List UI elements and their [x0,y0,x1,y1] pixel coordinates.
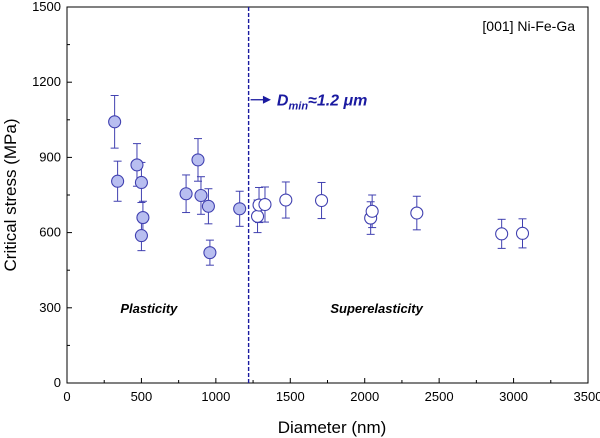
dmin-annotation: Dmin≈1.2 μm [277,93,367,113]
y-tick-label: 600 [39,225,61,240]
x-tick-label: 2000 [350,389,379,404]
y-tick-label: 300 [39,300,61,315]
x-tick-label: 500 [131,389,153,404]
dmin-arrow-head [262,95,271,104]
x-axis-label: Diameter (nm) [278,418,387,437]
data-point-open [258,197,272,212]
legend-label: [001] Ni-Fe-Ga [482,18,575,34]
data-point-open [250,209,265,223]
dmin-annotation-tail: ≈1.2 μm [308,93,367,110]
y-tick-label: 1200 [32,74,61,89]
data-point-open [410,206,424,220]
data-point-filled [191,153,205,167]
data-point-open [314,193,329,208]
divider-group [247,7,271,383]
y-axis-label: Critical stress (MPa) [1,118,20,271]
data-point-open [279,193,293,207]
x-tick-label: 3000 [499,389,528,404]
data-point-filled [134,175,148,190]
data-point-filled [111,174,125,188]
x-axis-ticks: 0 500 1000 1500 2000 2500 3000 3500 [63,378,600,404]
data-point-filled [233,202,247,216]
data-point-filled [134,229,148,243]
data-point-open [365,204,379,218]
y-tick-label: 1500 [32,0,61,14]
y-axis-ticks: 0 300 600 900 1200 1500 [32,0,72,390]
x-tick-label: 2500 [425,389,454,404]
data-point-filled [194,188,208,203]
x-tick-label: 1000 [201,389,230,404]
dmin-annotation-main: D [277,93,289,110]
x-tick-label: 0 [63,389,70,404]
x-tick-label: 1500 [276,389,305,404]
region-label-superelasticity: Superelasticity [330,301,423,316]
data-point-filled [203,246,217,260]
data-point-filled [130,158,144,172]
region-label-plasticity: Plasticity [120,301,178,316]
y-tick-label: 900 [39,149,61,164]
axes [66,6,589,384]
x-tick-label: 3500 [574,389,600,404]
plot-frame [66,6,589,384]
dmin-annotation-sub: min [288,101,308,113]
data-point-filled [201,199,215,213]
data-point-filled [108,115,122,129]
data-points [108,115,530,260]
y-tick-label: 0 [54,375,61,390]
data-point-filled [136,211,150,225]
data-point-filled [179,187,193,201]
data-point-open [495,227,509,241]
error-bars [110,94,527,266]
data-point-open [515,226,530,240]
